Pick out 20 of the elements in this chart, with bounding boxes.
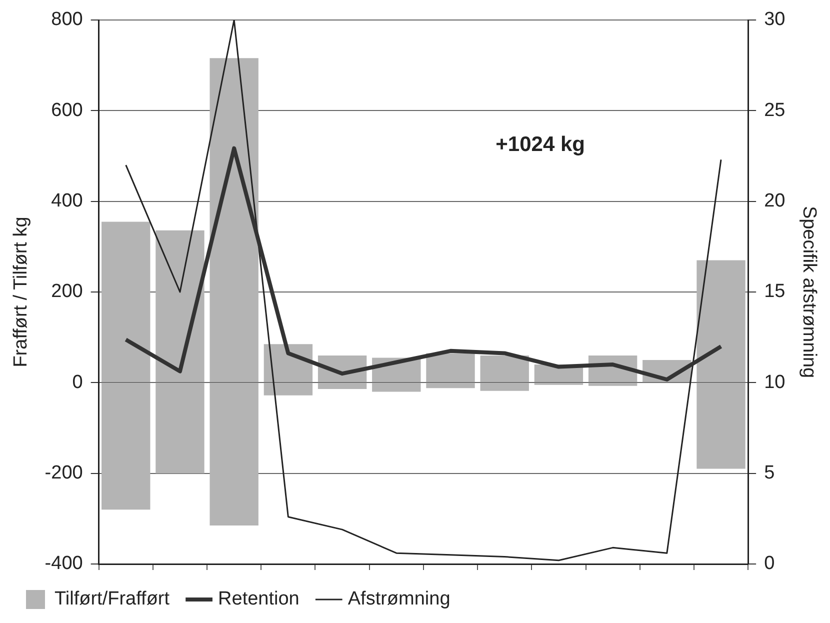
y2-axis-title: Specifik afstrømning [798, 206, 820, 378]
legend-label: Retention [218, 588, 300, 610]
y2-tick-label: 20 [764, 190, 786, 212]
y2-tick-label: 5 [764, 462, 775, 484]
y-tick-label: -400 [44, 553, 83, 574]
y-tick-label: -200 [44, 462, 83, 484]
y-tick-label: 600 [51, 100, 83, 121]
annotation: +1024 kg [496, 132, 585, 156]
legend-label: Afstrømning [348, 588, 450, 610]
y2-tick-label: 25 [764, 100, 786, 121]
y-tick-label: 800 [51, 9, 83, 30]
y-axis-title: Frafført / Tilført kg [10, 216, 32, 368]
y-tick-label: 400 [51, 190, 83, 212]
y-tick-label: 0 [72, 372, 83, 393]
y2-tick-label: 10 [764, 372, 786, 393]
y2-tick-label: 0 [764, 553, 775, 574]
y-tick-label: 200 [51, 281, 83, 302]
legend-label: Tilført/Frafført [54, 588, 170, 610]
y2-tick-label: 30 [764, 9, 786, 30]
y2-tick-label: 15 [764, 281, 786, 302]
